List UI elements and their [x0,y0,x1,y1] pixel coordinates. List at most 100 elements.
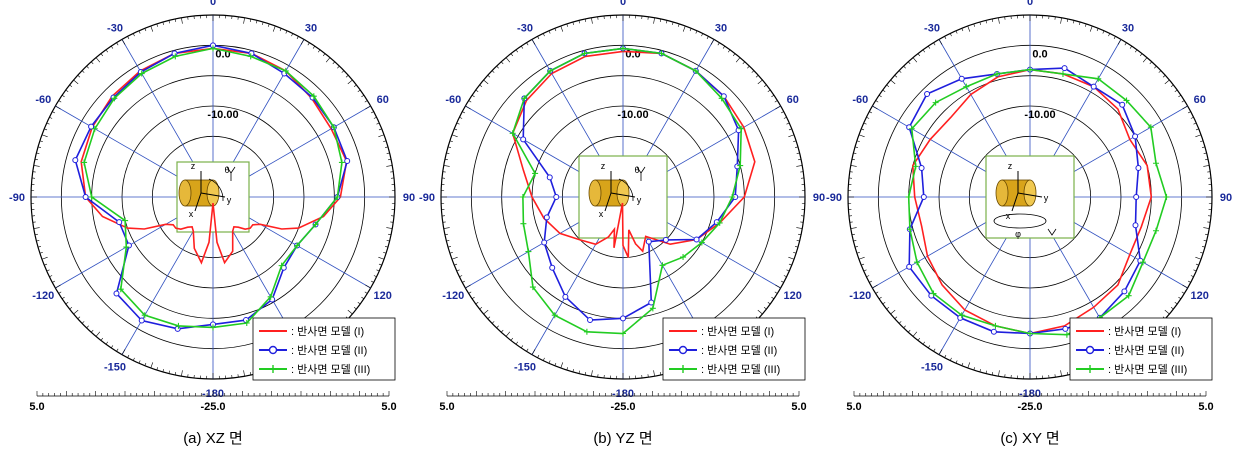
data-point [906,226,913,233]
data-point [920,194,927,200]
angle-tick [86,65,89,69]
angle-tick [933,348,936,352]
angle-tick [548,30,551,34]
angle-tick [591,17,593,24]
angle-tick [364,291,368,294]
angle-tick [875,100,879,103]
angle-tick [938,39,943,45]
angle-tick [854,246,859,248]
angle-tick [174,372,177,376]
angle-tick [653,370,655,377]
angle-tick [90,61,94,65]
angle-tick [1162,74,1166,78]
angle-tick [105,49,109,53]
angle-tick [689,28,692,32]
angle-tick [446,240,450,242]
data-point [267,293,274,300]
angle-tick [706,36,709,40]
angle-tick [268,23,270,27]
angle-tick [168,370,170,374]
angle-tick [894,316,898,320]
angle-tick [944,36,947,40]
angle-tick [732,53,736,57]
angle-tick [1073,20,1075,24]
angle-tick [1201,246,1206,248]
angle-tick [272,25,276,32]
angle-tick [58,291,62,294]
polar-chart-xy: 0306090120150-180-150-120-90-60-300.0-10… [826,0,1232,447]
angle-tick [898,321,902,324]
legend-marker [269,365,277,373]
cylinder-end-left [588,179,602,207]
series-3 [509,45,745,337]
angle-tick [116,42,119,46]
angle-tick [77,316,81,320]
data-point [908,125,915,132]
angle-tick [1182,105,1188,110]
data-point [312,221,319,228]
angle-tick [361,296,365,300]
angle-tick [443,165,450,167]
legend-marker [268,345,278,355]
angle-tick [181,370,183,377]
angle-tick [961,362,964,366]
angle-tick [851,158,855,161]
angle-tick [307,42,310,46]
angle-tick [985,370,987,374]
data-point [992,322,999,329]
data-point [546,174,553,181]
z-axis-label: z [1008,161,1013,171]
data-point [330,124,337,131]
x-axis-line [194,192,202,212]
angle-tick-label: -90 [419,192,435,204]
angle-tick [917,337,921,341]
polar-chart-yz: 0306090120150-180-150-120-90-60-300.0-10… [419,0,825,447]
scale-label-mid: -25.0 [610,401,635,413]
data-point [659,262,666,269]
cylinder-end-right [1023,179,1037,207]
angle-tick [794,246,799,248]
angle-tick [345,74,349,78]
angle-tick-label: 30 [715,22,727,34]
angle-tick [747,65,750,69]
angle-tick [912,331,918,337]
angle-tick-label: -90 [9,192,25,204]
data-point [278,262,285,269]
x-axis-label: x [1006,211,1011,221]
angle-tick [878,296,882,300]
angle-tick [863,122,867,125]
angle-tick [475,301,479,305]
angle-tick [531,349,536,355]
legend-label: : 반사면 모델 (III) [291,363,370,376]
angle-tick [65,89,69,93]
angle-tick [357,301,361,305]
angle-tick [61,296,65,300]
y-axis-line [1017,192,1043,198]
legend-marker [1086,365,1094,373]
angle-tick [1154,65,1157,69]
data-point [912,163,919,170]
data-point [138,317,145,324]
data-point [1063,331,1070,338]
angle-tick [1203,165,1210,167]
angle-tick [783,275,787,278]
data-point [1125,292,1132,299]
angle-tick [353,306,357,310]
data-point [649,305,656,312]
angle-tick [967,25,971,32]
angle-tick [454,128,458,131]
data-point [990,328,997,335]
angle-tick [347,79,353,85]
angle-tick [162,21,164,26]
angle-tick [1190,116,1194,119]
data-point [210,45,216,52]
scale-bar: 5.0 -25.0 5.0 [439,391,807,413]
angle-tick [1134,49,1138,53]
angle-tick [156,23,158,27]
angle-tick [243,17,245,24]
angle-tick [443,227,450,229]
angle-tick [322,53,326,57]
y-axis-label: y [227,195,232,205]
angle-tick [767,89,771,93]
